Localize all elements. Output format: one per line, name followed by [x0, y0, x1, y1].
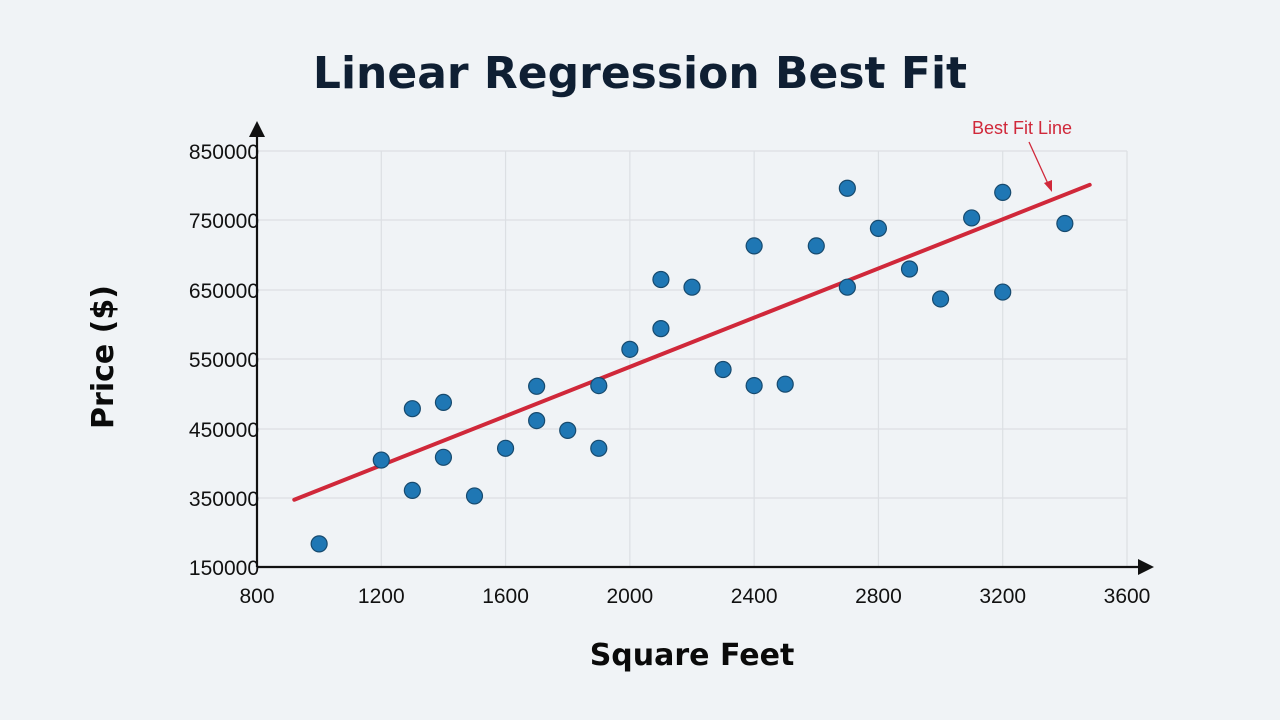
data-point [714, 360, 732, 379]
data-point [496, 439, 515, 457]
x-axis-title: Square Feet [590, 638, 795, 673]
y-tick-label: 850000 [189, 141, 259, 164]
data-point [621, 340, 639, 358]
x-tick-label: 2800 [855, 585, 902, 608]
data-point [652, 320, 670, 338]
x-tick-labels: 800 1200 1600 2000 2400 2800 3200 3600 [239, 585, 1150, 608]
data-point [465, 487, 484, 505]
x-tick-label: 1600 [482, 585, 529, 608]
data-point [310, 535, 328, 553]
data-point [838, 179, 856, 197]
data-point [434, 393, 453, 411]
fit-label-pointer [1028, 141, 1050, 187]
chart-title: Linear Regression Best Fit [313, 48, 967, 99]
data-point [683, 278, 701, 296]
y-tick-label: 350000 [189, 488, 259, 511]
x-tick-label: 2400 [731, 585, 778, 608]
data-point [900, 260, 919, 278]
data-point [590, 439, 608, 457]
data-point [434, 448, 453, 466]
axes [249, 121, 1154, 575]
fit-label-arrowhead [1044, 180, 1052, 192]
x-tick-label: 2000 [606, 585, 653, 608]
x-tick-label: 800 [239, 585, 274, 608]
best-fit-line [292, 182, 1092, 502]
fit-line-group [292, 141, 1092, 502]
data-point [745, 377, 763, 395]
y-axis-arrow [249, 121, 265, 137]
data-point [403, 400, 421, 418]
y-tick-label: 650000 [189, 280, 259, 303]
data-point [403, 481, 421, 500]
data-point [838, 278, 856, 296]
x-tick-label: 3600 [1104, 585, 1151, 608]
y-tick-label: 150000 [189, 557, 259, 580]
data-point [994, 283, 1012, 301]
fit-line-label: Best Fit Line [972, 118, 1072, 138]
data-point [869, 219, 888, 237]
data-points [310, 179, 1074, 553]
data-point [528, 412, 546, 430]
y-tick-labels: 150000 350000 450000 550000 650000 750000 8500… [189, 141, 259, 580]
y-tick-label: 750000 [189, 210, 259, 233]
x-tick-label: 1200 [358, 585, 405, 608]
x-tick-label: 3200 [979, 585, 1026, 608]
data-point [807, 237, 825, 255]
y-tick-label: 550000 [189, 349, 259, 372]
y-axis-title: Price ($) [86, 285, 121, 429]
data-point [931, 290, 950, 308]
grid-lines [257, 150, 1128, 567]
data-point [745, 237, 763, 255]
data-point [994, 183, 1012, 201]
data-point [372, 451, 390, 469]
x-axis-arrow [1138, 559, 1154, 575]
data-point [652, 270, 670, 289]
y-tick-label: 450000 [189, 419, 259, 442]
data-point [963, 209, 981, 227]
data-point [1056, 214, 1074, 233]
data-point [528, 377, 546, 395]
data-point [559, 421, 577, 439]
data-point [776, 375, 794, 393]
data-point [590, 377, 608, 395]
